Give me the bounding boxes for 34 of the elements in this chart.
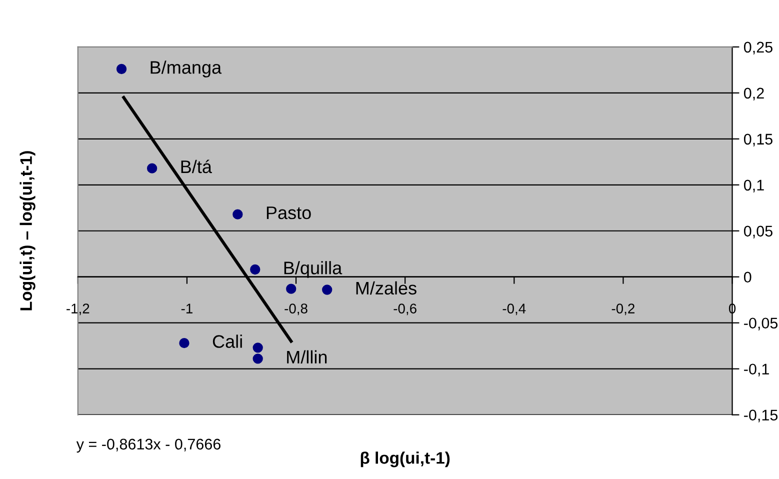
y-tick-label: -0,1	[744, 364, 769, 376]
annotation: B/manga	[150, 60, 222, 78]
y-tick-label: -0,15	[744, 410, 778, 422]
annotation: M/zales	[356, 281, 416, 295]
annotation: B/quilla	[284, 261, 342, 278]
point	[250, 264, 260, 275]
y-tick-label: 0,2	[744, 88, 764, 100]
x-tick-label: -0,8	[284, 304, 308, 316]
point	[116, 64, 127, 74]
x-tick-label: -1	[181, 304, 192, 314]
y-tick-label: -0,05	[744, 318, 778, 330]
point	[232, 209, 243, 220]
point	[252, 342, 263, 353]
x-tick-label: -0,4	[502, 304, 526, 316]
x-tick-label: -0,6	[394, 304, 416, 316]
y-tick-label: 0,15	[744, 134, 772, 146]
point	[252, 354, 263, 364]
annotation: Pasto	[266, 206, 311, 220]
y-tick-label: 0	[744, 272, 752, 283]
text: y = -0,8613x - 0,7666	[76, 438, 220, 453]
annotation: Cali	[212, 334, 242, 348]
y-tick-label: 0,05	[744, 226, 772, 238]
x-tick-label: -0,2	[612, 304, 634, 316]
point	[322, 284, 332, 295]
annotation: M/llin	[287, 350, 327, 364]
x-axis-title: β log(ui,t-1)	[360, 452, 450, 468]
point	[286, 284, 296, 294]
y-axis-title: Log(ui,t) – log(ui,t-1)	[20, 151, 36, 310]
y-tick-label: 0,25	[744, 42, 772, 54]
point	[179, 338, 190, 348]
annotation: B/tá	[181, 160, 212, 174]
x-tick-label: -1,2	[66, 304, 90, 316]
point	[146, 163, 158, 174]
y-tick-label: 0,1	[744, 180, 764, 192]
